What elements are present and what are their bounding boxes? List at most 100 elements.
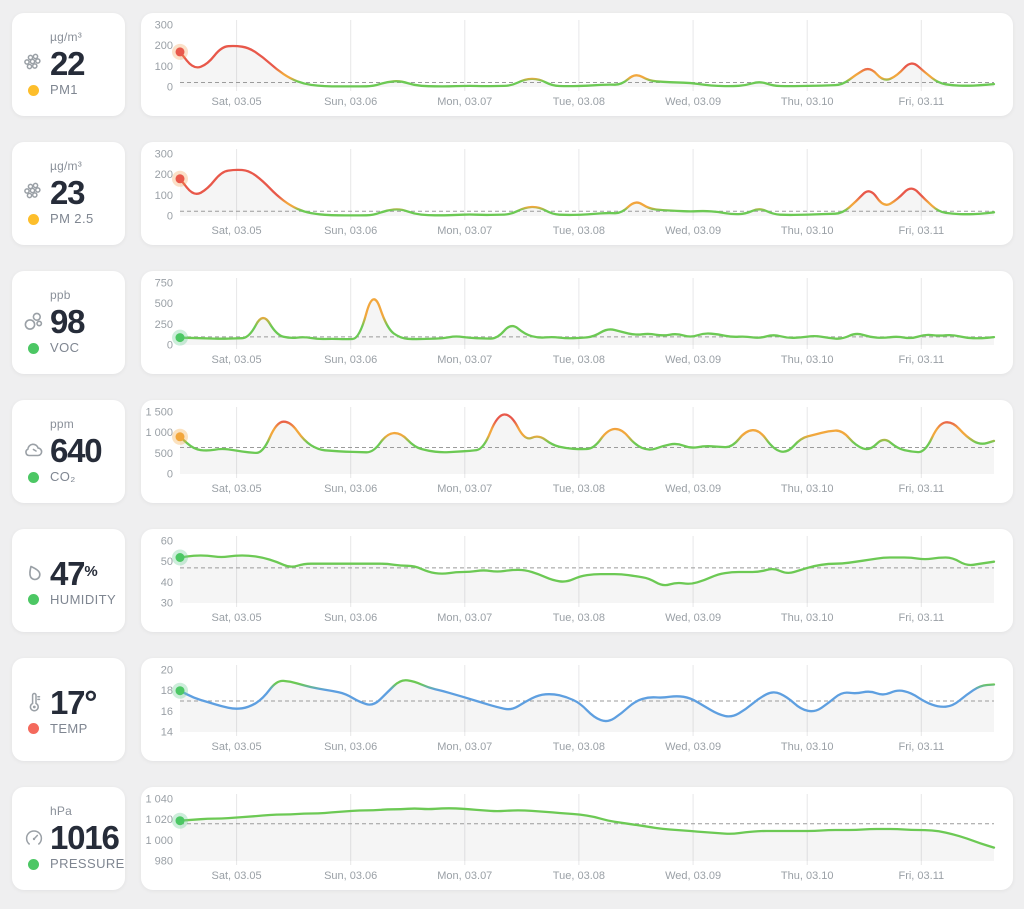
- svg-text:Mon, 03.07: Mon, 03.07: [437, 354, 492, 366]
- svg-text:Sat, 03.05: Sat, 03.05: [212, 483, 262, 495]
- svg-text:Fri, 03.11: Fri, 03.11: [898, 612, 944, 624]
- svg-text:Mon, 03.07: Mon, 03.07: [437, 870, 492, 882]
- chart-card-pressure: Sat, 03.05 Sun, 03.06 Mon, 03.07 Tue, 03.08…: [141, 787, 1013, 890]
- svg-text:Sun, 03.06: Sun, 03.06: [324, 870, 377, 882]
- svg-text:1 020: 1 020: [145, 814, 173, 826]
- stat-card-humidity[interactable]: 47% HUMIDITY: [12, 529, 125, 632]
- stat-label: PM 2.5: [50, 211, 94, 227]
- row-co2: ppm 640 CO₂ Sat, 03.05 Sun, 03.06 Mon, 03.…: [12, 400, 1013, 503]
- chart-card-voc: Sat, 03.05 Sun, 03.06 Mon, 03.07 Tue, 03.08…: [141, 271, 1013, 374]
- svg-text:Fri, 03.11: Fri, 03.11: [898, 225, 944, 237]
- stat-label: PRESSURE: [50, 856, 125, 872]
- svg-text:Thu, 03.10: Thu, 03.10: [781, 870, 834, 882]
- stat-card-temp[interactable]: 17° TEMP: [12, 658, 125, 761]
- stat-card-co2[interactable]: ppm 640 CO₂: [12, 400, 125, 503]
- svg-text:1 040: 1 040: [145, 794, 173, 806]
- row-pm25: µg/m³ 23 PM 2.5 Sat, 03.05 Sun, 03.06 Mon,…: [12, 142, 1013, 245]
- chart-card-co2: Sat, 03.05 Sun, 03.06 Mon, 03.07 Tue, 03.08…: [141, 400, 1013, 503]
- svg-text:0: 0: [167, 340, 173, 352]
- stat-value: 17°: [50, 683, 98, 721]
- chart-card-temp: Sat, 03.05 Sun, 03.06 Mon, 03.07 Tue, 03.08…: [141, 658, 1013, 761]
- svg-text:0: 0: [167, 469, 173, 481]
- svg-text:14: 14: [161, 727, 173, 739]
- svg-text:Mon, 03.07: Mon, 03.07: [437, 225, 492, 237]
- svg-text:300: 300: [155, 20, 173, 32]
- stat-card-pressure[interactable]: hPa 1016 PRESSURE: [12, 787, 125, 890]
- svg-text:Sun, 03.06: Sun, 03.06: [324, 354, 377, 366]
- chart-pressure[interactable]: Sat, 03.05 Sun, 03.06 Mon, 03.07 Tue, 03.08…: [145, 790, 1009, 887]
- svg-text:Thu, 03.10: Thu, 03.10: [781, 741, 834, 753]
- row-voc: ppb 98 VOC Sat, 03.05 Sun, 03.06 Mon, 03.0…: [12, 271, 1013, 374]
- stat-unit: µg/m³: [50, 159, 82, 174]
- svg-text:Sun, 03.06: Sun, 03.06: [324, 225, 377, 237]
- stat-value: 98: [50, 303, 86, 341]
- particles-icon: [22, 181, 46, 205]
- svg-text:30: 30: [161, 598, 173, 610]
- stat-unit: ppm: [50, 417, 74, 432]
- svg-text:Thu, 03.10: Thu, 03.10: [781, 354, 834, 366]
- status-dot: [28, 723, 39, 735]
- svg-text:Fri, 03.11: Fri, 03.11: [898, 741, 944, 753]
- svg-text:100: 100: [155, 190, 173, 202]
- stat-label: VOC: [50, 340, 80, 356]
- stat-card-pm25[interactable]: µg/m³ 23 PM 2.5: [12, 142, 125, 245]
- svg-text:250: 250: [155, 319, 173, 331]
- stat-value: 22: [50, 45, 86, 83]
- chart-card-pm25: Sat, 03.05 Sun, 03.06 Mon, 03.07 Tue, 03.08…: [141, 142, 1013, 245]
- svg-text:Sat, 03.05: Sat, 03.05: [212, 870, 262, 882]
- thermometer-icon: [22, 690, 46, 714]
- svg-text:500: 500: [155, 298, 173, 310]
- svg-text:Wed, 03.09: Wed, 03.09: [665, 96, 721, 108]
- svg-text:300: 300: [155, 149, 173, 161]
- cloud-icon: [22, 439, 46, 463]
- svg-text:Wed, 03.09: Wed, 03.09: [665, 225, 721, 237]
- svg-text:Wed, 03.09: Wed, 03.09: [665, 870, 721, 882]
- stat-card-voc[interactable]: ppb 98 VOC: [12, 271, 125, 374]
- svg-text:Sat, 03.05: Sat, 03.05: [212, 741, 262, 753]
- svg-text:1 500: 1 500: [145, 407, 173, 419]
- svg-text:60: 60: [161, 536, 173, 548]
- stat-label: HUMIDITY: [50, 591, 117, 607]
- dashboard: µg/m³ 22 PM1 Sat, 03.05 Sun, 03.06 Mon, 03…: [12, 13, 1013, 890]
- svg-text:Wed, 03.09: Wed, 03.09: [665, 483, 721, 495]
- svg-text:Fri, 03.11: Fri, 03.11: [898, 354, 944, 366]
- svg-text:Mon, 03.07: Mon, 03.07: [437, 741, 492, 753]
- stat-value: 640: [50, 432, 103, 470]
- svg-text:Tue, 03.08: Tue, 03.08: [553, 225, 605, 237]
- chart-voc[interactable]: Sat, 03.05 Sun, 03.06 Mon, 03.07 Tue, 03.08…: [145, 274, 1009, 371]
- stat-card-pm1[interactable]: µg/m³ 22 PM1: [12, 13, 125, 116]
- status-dot: [28, 85, 39, 97]
- svg-text:Thu, 03.10: Thu, 03.10: [781, 612, 834, 624]
- stat-label: CO₂: [50, 469, 76, 485]
- chart-humidity[interactable]: Sat, 03.05 Sun, 03.06 Mon, 03.07 Tue, 03.08…: [145, 532, 1009, 629]
- svg-text:100: 100: [155, 61, 173, 73]
- svg-text:Sat, 03.05: Sat, 03.05: [212, 612, 262, 624]
- chart-pm25[interactable]: Sat, 03.05 Sun, 03.06 Mon, 03.07 Tue, 03.08…: [145, 145, 1009, 242]
- svg-text:Tue, 03.08: Tue, 03.08: [553, 354, 605, 366]
- status-dot: [28, 594, 39, 606]
- droplet-icon: [22, 561, 46, 585]
- svg-text:40: 40: [161, 577, 173, 589]
- svg-text:500: 500: [155, 448, 173, 460]
- chart-temp[interactable]: Sat, 03.05 Sun, 03.06 Mon, 03.07 Tue, 03.08…: [145, 661, 1009, 758]
- svg-text:50: 50: [161, 556, 173, 568]
- svg-text:200: 200: [155, 169, 173, 181]
- stat-label: TEMP: [50, 720, 88, 736]
- svg-text:0: 0: [167, 211, 173, 223]
- row-temp: 17° TEMP Sat, 03.05 Sun, 03.06 Mon, 03.07 T…: [12, 658, 1013, 761]
- svg-text:Sun, 03.06: Sun, 03.06: [324, 612, 377, 624]
- chart-card-humidity: Sat, 03.05 Sun, 03.06 Mon, 03.07 Tue, 03.08…: [141, 529, 1013, 632]
- row-pm1: µg/m³ 22 PM1 Sat, 03.05 Sun, 03.06 Mon, 03…: [12, 13, 1013, 116]
- row-humidity: 47% HUMIDITY Sat, 03.05 Sun, 03.06 Mon, 03…: [12, 529, 1013, 632]
- svg-text:Sun, 03.06: Sun, 03.06: [324, 96, 377, 108]
- chart-pm1[interactable]: Sat, 03.05 Sun, 03.06 Mon, 03.07 Tue, 03.08…: [145, 16, 1009, 113]
- svg-text:Tue, 03.08: Tue, 03.08: [553, 741, 605, 753]
- gauge-icon: [22, 826, 46, 850]
- stat-label: PM1: [50, 82, 78, 98]
- svg-text:0: 0: [167, 82, 173, 94]
- row-pressure: hPa 1016 PRESSURE Sat, 03.05 Sun, 03.06 Mo…: [12, 787, 1013, 890]
- stat-value: 47%: [50, 554, 98, 592]
- chart-co2[interactable]: Sat, 03.05 Sun, 03.06 Mon, 03.07 Tue, 03.08…: [145, 403, 1009, 500]
- svg-text:Tue, 03.08: Tue, 03.08: [553, 612, 605, 624]
- svg-text:Tue, 03.08: Tue, 03.08: [553, 870, 605, 882]
